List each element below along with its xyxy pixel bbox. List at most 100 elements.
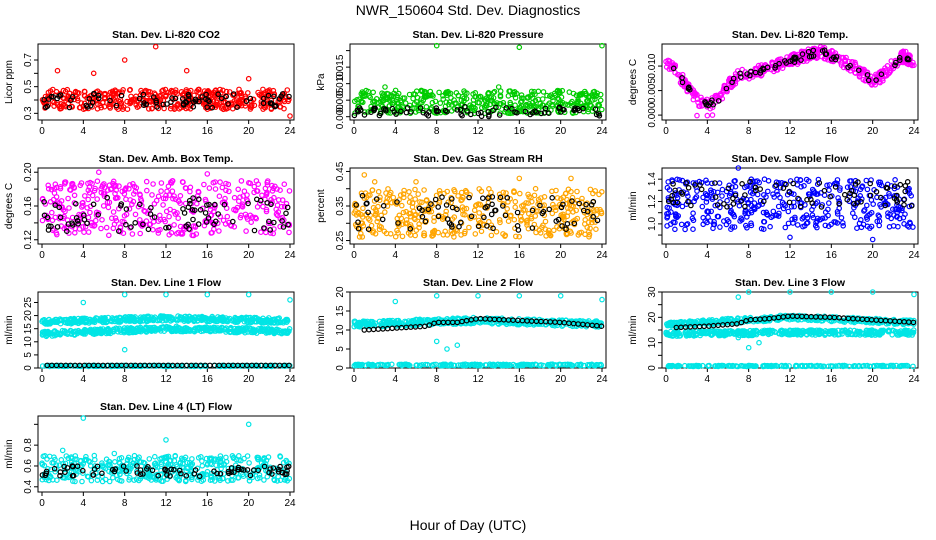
data-point [386,196,393,203]
reference-point [757,186,764,192]
data-point [542,226,549,233]
data-point [108,186,114,193]
data-point [187,188,193,195]
reference-point [69,220,75,227]
data-point [235,186,242,193]
reference-point [797,203,804,210]
data-point [277,187,283,194]
reference-point [95,212,102,218]
data-point [365,109,371,115]
data-point [824,182,830,189]
reference-point [584,208,591,215]
data-point [274,212,281,219]
data-point [127,197,134,203]
data-point [508,212,514,219]
reference-point [230,91,237,97]
reference-point [827,193,834,200]
data-point [472,90,479,96]
y-tick-label: 0 [23,365,34,371]
data-point [56,215,63,222]
reference-point [688,202,694,209]
data-point [369,187,376,193]
reference-point [143,101,150,108]
reference-point [223,93,230,100]
reference-point [271,103,278,110]
data-point [553,187,559,194]
reference-point [901,202,907,208]
x-tick-label: 12 [160,374,172,385]
reference-point [195,221,202,227]
reference-point [253,196,260,203]
x-tick-label: 20 [243,374,255,385]
data-point [160,202,166,208]
data-point [224,213,231,220]
data-point [358,99,365,105]
reference-point [457,106,464,113]
reference-point [439,194,445,200]
data-point [430,230,437,237]
x-tick-label: 20 [555,250,567,261]
reference-point [730,75,737,82]
data-point [224,318,231,325]
data-point [278,203,285,210]
data-point [216,193,223,200]
reference-point [449,204,456,211]
x-tick-label: 16 [826,126,838,137]
data-point [664,213,671,220]
y-tick-label: 20 [335,286,346,298]
data-point [770,208,777,215]
data-point [284,87,291,93]
data-point [803,176,810,183]
y-tick-label: 0.010 [647,53,658,78]
reference-point [783,181,789,188]
reference-point [355,225,362,232]
data-point [376,197,383,204]
reference-point [832,184,839,190]
data-point [126,317,133,324]
data-point [126,87,133,93]
data-point [256,316,263,323]
reference-point [113,102,120,109]
data-point [785,208,792,215]
data-point [98,225,104,232]
reference-point [435,204,442,210]
data-point [363,87,369,94]
data-point [402,100,409,106]
outlier-point [163,291,169,298]
data-point [82,319,89,326]
reference-point [492,207,499,214]
data-point [500,201,506,207]
data-point [149,105,155,112]
data-point [525,191,531,198]
data-point [259,192,265,199]
panel-4: Stan. Dev. Amb. Box Temp.0 4 8 12 16 20 240.12… [4,153,296,261]
data-point [769,59,775,66]
data-point [568,188,574,195]
data-point [165,183,172,190]
x-tick-label: 4 [705,250,711,261]
reference-point [168,99,174,105]
reference-point [461,104,468,110]
data-point [64,319,71,326]
data-point [209,229,215,236]
data-point [471,207,478,214]
y-tick-label: 0 [335,365,346,371]
data-point [678,221,685,228]
data-point [462,228,468,235]
outlier-point [413,179,419,185]
data-point [587,186,594,193]
panel-title: Stan. Dev. Gas Stream RH [413,153,542,165]
data-point [128,98,134,104]
data-point [379,90,385,97]
reference-point [371,105,377,112]
data-point [390,93,397,100]
data-point [543,233,549,239]
data-point [865,212,871,219]
data-point [761,219,768,225]
y-axis-label: degrees C [4,183,15,229]
data-point [664,184,671,191]
data-point [400,191,407,197]
data-point [895,223,901,230]
data-point [87,209,93,216]
reference-point [448,221,455,228]
